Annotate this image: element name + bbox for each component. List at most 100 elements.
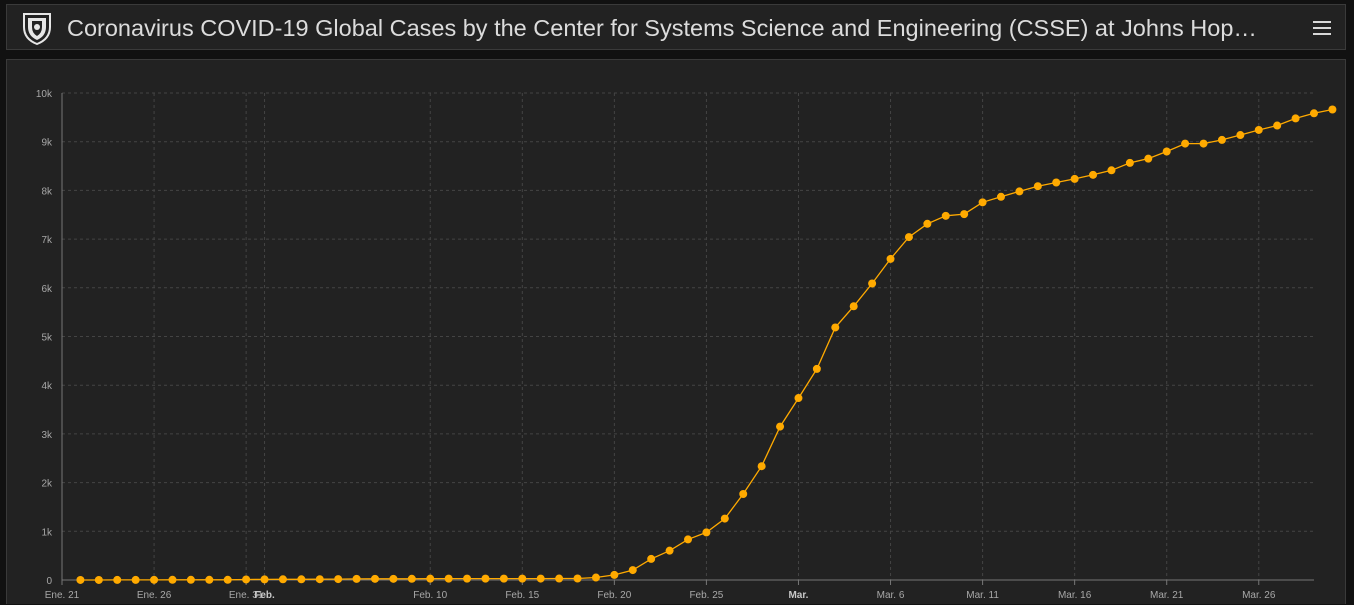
- data-point: [1181, 139, 1190, 148]
- y-tick-label: 5k: [41, 333, 53, 344]
- y-tick-label: 1k: [41, 527, 53, 538]
- data-point: [960, 210, 969, 219]
- data-point: [831, 323, 840, 332]
- y-tick-label: 7k: [41, 235, 53, 246]
- data-point: [168, 575, 177, 584]
- x-tick-label: Feb.: [254, 590, 275, 601]
- x-tick-label: Ene. 31: [229, 590, 264, 601]
- data-point: [1162, 147, 1171, 156]
- y-tick-label: 9k: [41, 138, 53, 149]
- data-point: [702, 528, 711, 537]
- y-tick-label: 8k: [41, 186, 53, 197]
- data-point: [1125, 158, 1134, 167]
- data-point: [776, 422, 785, 431]
- x-tick-label: Mar.: [788, 590, 808, 601]
- data-point: [720, 514, 729, 523]
- data-point: [739, 489, 748, 498]
- data-point: [481, 574, 490, 583]
- data-point: [1273, 121, 1282, 130]
- data-point: [1310, 109, 1318, 118]
- data-point: [923, 219, 932, 228]
- hamburger-menu-icon[interactable]: [1309, 15, 1335, 41]
- data-point: [628, 566, 637, 575]
- data-point: [352, 574, 361, 583]
- data-point: [76, 575, 85, 584]
- data-point: [886, 254, 895, 263]
- data-point: [555, 574, 564, 583]
- data-point: [150, 575, 159, 584]
- data-point: [297, 575, 306, 584]
- data-point: [499, 574, 508, 583]
- data-point: [223, 575, 232, 584]
- data-point: [794, 394, 803, 403]
- x-tick-label: Feb. 25: [689, 590, 723, 601]
- y-tick-label: 2k: [41, 479, 53, 490]
- x-tick-label: Mar. 16: [1058, 590, 1092, 601]
- x-tick-label: Mar. 6: [877, 590, 905, 601]
- data-point: [242, 575, 251, 584]
- data-point: [591, 573, 600, 582]
- data-point: [1254, 125, 1263, 134]
- data-point: [757, 462, 766, 471]
- data-point: [997, 192, 1005, 201]
- y-tick-label: 3k: [41, 430, 53, 441]
- x-tick-label: Ene. 26: [137, 590, 172, 601]
- data-point: [1291, 114, 1300, 123]
- data-point: [278, 575, 287, 584]
- data-point: [463, 574, 472, 583]
- y-tick-label: 10k: [36, 89, 53, 100]
- cases-line-chart: 0 1k 2k 3k 4k 5k 6k 7k 8k 9k 10k Ene. 21 Ene. 26 Ene.…: [36, 89, 1337, 601]
- data-point: [573, 574, 582, 583]
- data-point: [665, 546, 674, 555]
- university-shield-icon: [23, 13, 51, 45]
- data-point: [186, 575, 195, 584]
- data-point: [1328, 105, 1337, 114]
- data-point: [849, 302, 858, 311]
- data-point: [684, 535, 692, 544]
- data-point: [334, 575, 343, 584]
- y-tick-label: 4k: [41, 381, 53, 392]
- data-point: [904, 233, 913, 242]
- data-point: [1052, 178, 1061, 187]
- data-point: [407, 574, 416, 583]
- x-tick-label: Mar. 26: [1242, 590, 1276, 601]
- x-tick-label: Mar. 11: [966, 590, 999, 601]
- data-point: [647, 554, 656, 563]
- data-point: [131, 575, 140, 584]
- data-point: [1217, 135, 1226, 144]
- data-point: [1199, 139, 1208, 148]
- page-title: Coronavirus COVID-19 Global Cases by the…: [67, 15, 1257, 41]
- data-point: [1015, 187, 1024, 196]
- data-point: [205, 575, 214, 584]
- y-tick-label: 6k: [41, 284, 53, 295]
- data-point: [113, 575, 122, 584]
- x-tick-label: Mar. 21: [1150, 590, 1184, 601]
- data-point: [94, 575, 103, 584]
- x-tick-label: Feb. 15: [505, 590, 539, 601]
- data-point: [1089, 170, 1098, 179]
- data-point: [426, 574, 435, 583]
- data-point: [978, 198, 987, 207]
- data-point: [389, 574, 398, 583]
- data-point: [1107, 166, 1116, 175]
- data-point: [812, 364, 821, 373]
- data-point: [941, 211, 950, 220]
- data-point: [1236, 131, 1245, 140]
- data-point: [610, 570, 619, 579]
- data-point: [536, 574, 545, 583]
- chart-panel: 0 1k 2k 3k 4k 5k 6k 7k 8k 9k 10k Ene. 21 Ene. 26 Ene.…: [6, 59, 1346, 604]
- data-point: [868, 279, 877, 288]
- data-point: [371, 574, 379, 583]
- data-point: [1144, 154, 1153, 163]
- x-tick-label: Feb. 20: [597, 590, 631, 601]
- data-point: [1070, 174, 1079, 183]
- x-tick-label: Feb. 10: [413, 590, 447, 601]
- x-tick-label: Ene. 21: [45, 590, 80, 601]
- data-point: [444, 574, 453, 583]
- data-point: [260, 575, 269, 584]
- y-tick-label: 0: [46, 576, 52, 587]
- app-header: Coronavirus COVID-19 Global Cases by the…: [6, 4, 1346, 50]
- data-point: [1033, 182, 1042, 191]
- data-point: [518, 574, 527, 583]
- data-point: [315, 575, 324, 584]
